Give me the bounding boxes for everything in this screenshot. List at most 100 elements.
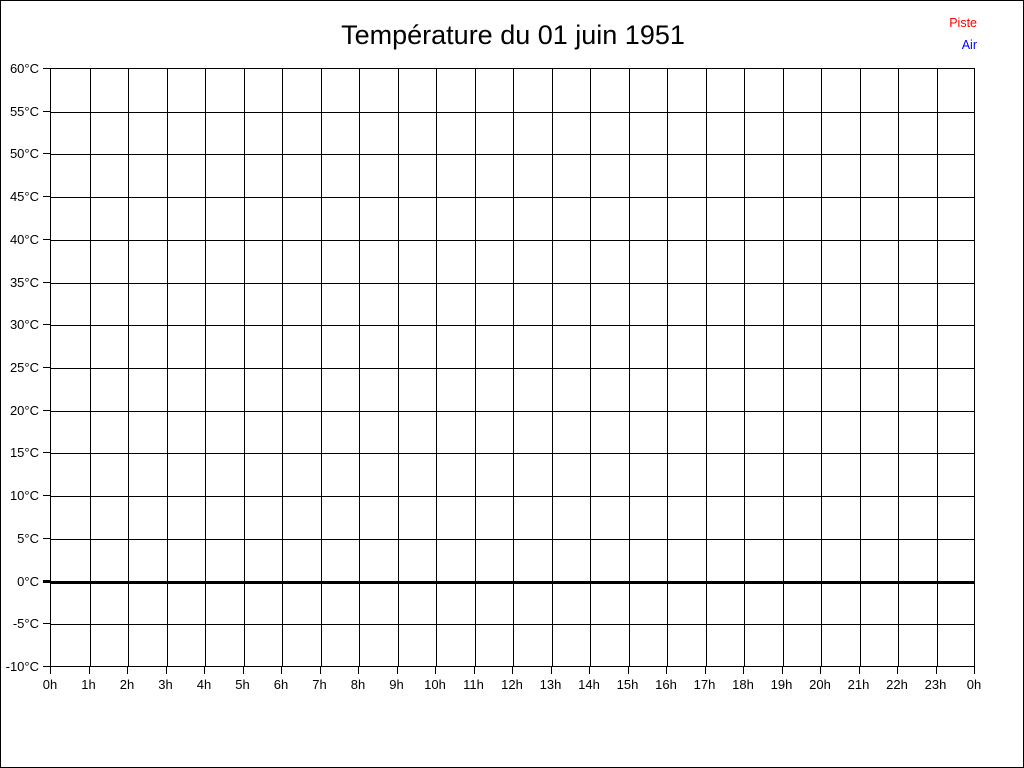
x-axis-tick [974, 667, 975, 674]
x-axis-label: 10h [424, 677, 446, 692]
plot-area [50, 68, 975, 667]
y-axis-tick [43, 579, 50, 583]
x-axis-label: 17h [693, 677, 716, 692]
x-axis-label: 6h [273, 677, 289, 692]
x-axis-tick [897, 667, 898, 674]
x-axis-tick [358, 667, 359, 674]
y-axis-tick [43, 409, 50, 411]
x-axis-label: 7h [312, 677, 327, 692]
x-axis-label: 4h [196, 677, 212, 692]
gridline-horizontal [51, 154, 974, 156]
gridline-vertical [89, 69, 91, 666]
x-axis-tick [858, 667, 860, 674]
x-axis-label: 21h [847, 677, 870, 692]
gridline-vertical [513, 69, 514, 666]
y-axis-label: 5°C [17, 530, 39, 546]
gridline-horizontal [51, 368, 974, 369]
x-axis-label: 3h [158, 677, 173, 692]
y-axis-label: 60°C [9, 61, 39, 76]
x-axis-tick [165, 667, 167, 674]
gridline-vertical [667, 69, 668, 666]
x-axis-tick [666, 667, 667, 674]
y-axis-tick [43, 452, 50, 454]
gridline-vertical [705, 69, 707, 666]
y-axis-label: 15°C [9, 445, 39, 461]
x-axis-tick [704, 667, 706, 674]
x-axis-label: 12h [501, 677, 523, 692]
x-axis-label: 5h [235, 677, 250, 692]
x-axis-tick [550, 667, 552, 674]
y-axis-label: 55°C [9, 103, 39, 119]
x-axis-label: 2h [119, 677, 135, 692]
x-axis-tick [88, 667, 90, 674]
x-axis-tick [127, 667, 128, 674]
x-axis-label: 20h [809, 677, 831, 692]
x-axis-label: 14h [578, 677, 600, 692]
y-axis-label: 40°C [9, 231, 39, 247]
x-axis-tick [242, 667, 244, 674]
gridline-vertical [397, 69, 399, 666]
gridline-horizontal [51, 282, 974, 284]
y-axis-tick [43, 324, 50, 326]
y-axis-tick [43, 281, 50, 283]
gridline-vertical [936, 69, 938, 666]
gridline-horizontal [51, 410, 974, 412]
gridline-horizontal [51, 325, 974, 327]
y-axis-label: 45°C [9, 189, 39, 205]
x-axis-tick [50, 667, 51, 674]
gridline-vertical [243, 69, 245, 666]
gridline-vertical [590, 69, 591, 666]
gridline-horizontal [51, 624, 974, 626]
y-axis-tick [43, 367, 50, 368]
y-axis-tick [43, 537, 50, 539]
x-axis-tick [743, 667, 744, 674]
x-axis-tick [935, 667, 937, 674]
gridline-horizontal [51, 239, 974, 241]
x-axis-label: 0h [966, 677, 982, 692]
x-axis-label: 1h [81, 677, 96, 692]
x-axis-label: 18h [732, 677, 754, 692]
y-axis-tick [43, 196, 50, 198]
y-axis-tick [43, 153, 50, 155]
gridline-vertical [359, 69, 360, 666]
gridline-vertical [166, 69, 168, 666]
y-axis-tick [43, 110, 50, 112]
gridline-horizontal [51, 453, 974, 455]
x-axis-tick [820, 667, 821, 674]
gridline-vertical [628, 69, 630, 666]
gridline-horizontal [51, 197, 974, 199]
gridline-vertical [128, 69, 129, 666]
x-axis-label: 13h [539, 677, 562, 692]
x-axis-label: 15h [616, 677, 639, 692]
legend-item-piste[interactable]: Piste [949, 16, 977, 30]
y-axis-tick [43, 238, 50, 240]
gridline-zero-degrees [51, 580, 974, 584]
x-axis-tick [589, 667, 590, 674]
gridline-vertical [551, 69, 553, 666]
x-axis-label: 16h [655, 677, 677, 692]
chart-title: Température du 01 juin 1951 [341, 20, 685, 50]
x-axis-label: 22h [886, 677, 908, 692]
x-axis-tick [512, 667, 513, 674]
gridline-vertical [474, 69, 476, 666]
y-axis-label: -5°C [12, 616, 39, 632]
y-axis-label: 50°C [9, 146, 39, 162]
y-axis-tick [43, 495, 50, 497]
x-axis-label: 23h [924, 677, 947, 692]
x-axis-tick [319, 667, 321, 674]
gridline-vertical [205, 69, 206, 666]
x-axis-tick [435, 667, 436, 674]
gridline-vertical [282, 69, 283, 666]
y-axis-label: 30°C [9, 317, 39, 333]
gridline-horizontal [51, 496, 974, 498]
x-axis-label: 11h [463, 677, 484, 692]
x-axis-label: 19h [770, 677, 793, 692]
gridline-vertical [744, 69, 745, 666]
y-axis-label: 20°C [9, 402, 39, 418]
gridline-horizontal [51, 538, 974, 540]
y-axis-tick [43, 666, 50, 667]
y-axis-tick [43, 623, 50, 625]
y-axis-label: 0°C [17, 573, 39, 589]
legend-item-air[interactable]: Air [961, 38, 977, 52]
